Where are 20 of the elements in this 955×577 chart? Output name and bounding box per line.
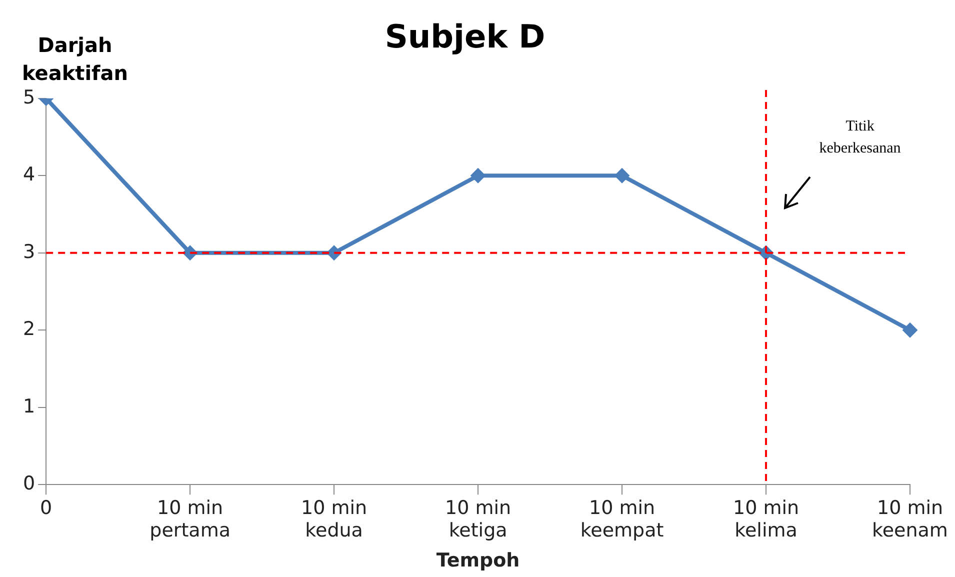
y-tick-label: 4 xyxy=(22,164,36,186)
y-tick-label: 0 xyxy=(22,472,36,495)
y-tick-label: 2 xyxy=(22,318,36,340)
y-tick-label: 5 xyxy=(22,86,36,108)
y-tick-label: 3 xyxy=(22,240,36,263)
point xyxy=(614,168,630,184)
point xyxy=(470,168,486,184)
point xyxy=(902,322,918,338)
x-tick-label: 10 min pertama xyxy=(150,496,230,542)
x-tick-label: 10 min keenam xyxy=(872,496,948,542)
x-tick-label: 10 min ketiga xyxy=(445,496,512,542)
y-tick-label: 1 xyxy=(22,395,36,418)
x-tick-label: 10 min kedua xyxy=(301,496,368,542)
x-tick-label: 0 xyxy=(40,496,52,519)
chart-title: Subjek D xyxy=(384,18,546,56)
x-tick-label: 10 min keempat xyxy=(580,496,664,542)
annotation: Titik keberkesanan xyxy=(819,118,902,156)
x-axis-title: Tempoh xyxy=(436,550,520,572)
x-tick-label: 10 min kelima xyxy=(732,496,800,542)
y-axis-title: Darjah keaktifan xyxy=(22,33,128,85)
